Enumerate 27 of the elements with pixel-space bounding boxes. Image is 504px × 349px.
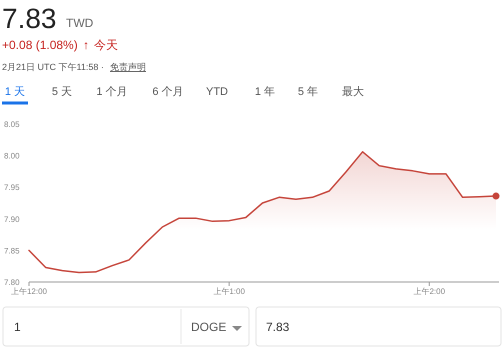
x-tick-label: 上午1:00 [213, 287, 246, 296]
text: TWD [66, 16, 94, 30]
text: DOGE [191, 320, 226, 334]
text: 今天 [94, 38, 118, 52]
text: 5 天 [52, 86, 72, 98]
text: 1 天 [4, 86, 26, 98]
text: 2月21日 UTC 下午11:58 · [2, 62, 104, 72]
y-tick-label: 8.00 [4, 152, 20, 161]
y-tick-label: 7.90 [4, 214, 20, 224]
text: 6 个月 [152, 86, 184, 98]
y-tick-label: 7.95 [4, 183, 20, 192]
text: 5 年 [298, 86, 318, 98]
text: 1 年 [254, 86, 276, 98]
y-tick-label: 8.05 [4, 120, 20, 129]
x-tick-label: 上午12:00 [10, 287, 48, 296]
text: 1 [14, 320, 21, 334]
text: +0.08 (1.08%) [2, 38, 78, 52]
text: 7.83 [266, 320, 290, 334]
text: ↑ [83, 38, 89, 52]
text: 1 个月 [96, 86, 128, 98]
y-tick-label: 7.80 [4, 278, 20, 287]
text: YTD [206, 86, 228, 98]
y-tick-label: 7.85 [4, 246, 20, 256]
text: 免责声明 [110, 62, 146, 72]
text: 最大 [342, 85, 364, 98]
text: 7.83 [2, 3, 56, 34]
x-tick-label: 上午2:00 [413, 287, 446, 296]
